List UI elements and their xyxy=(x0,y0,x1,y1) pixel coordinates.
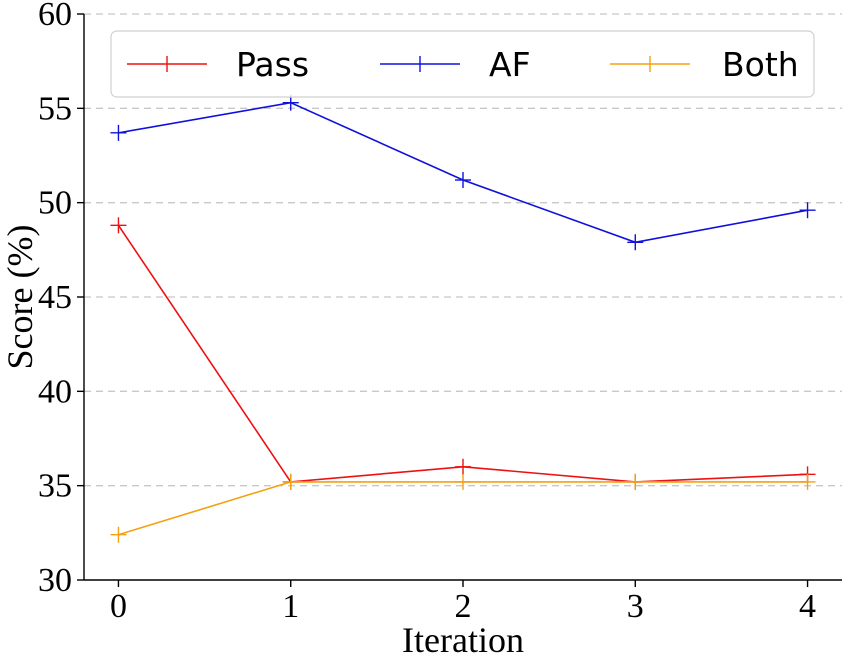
y-tick-label-50: 50 xyxy=(38,185,72,222)
data-point-af-0 xyxy=(110,124,127,141)
x-tick-label-0: 0 xyxy=(110,588,127,625)
y-tick-label-30: 30 xyxy=(38,562,72,599)
legend-label-af: AF xyxy=(489,45,531,84)
legend-label-both: Both xyxy=(722,45,799,84)
x-tick-label-4: 4 xyxy=(799,588,816,625)
legend-entry-pass: Pass xyxy=(127,45,309,84)
data-point-both-3 xyxy=(627,473,644,490)
legend-box xyxy=(110,30,815,98)
y-tick-label-60: 60 xyxy=(38,0,72,33)
series-both xyxy=(110,473,816,543)
x-tick-label-1: 1 xyxy=(282,588,299,625)
data-point-both-2 xyxy=(455,473,471,490)
data-point-both-1 xyxy=(282,473,299,490)
legend-label-pass: Pass xyxy=(236,45,309,84)
y-axis-label: Score (%) xyxy=(0,225,40,370)
legend-entry-both: Both xyxy=(610,45,799,84)
ticks: 30 35 40 45 50 55 60 0 1 2 3 4 xyxy=(38,0,816,625)
data-point-both-4 xyxy=(799,473,816,490)
data-point-pass-2 xyxy=(455,458,471,475)
series-af xyxy=(110,94,816,251)
y-tick-label-55: 55 xyxy=(38,90,72,127)
series-pass xyxy=(110,217,816,490)
data-point-af-4 xyxy=(799,202,816,219)
x-tick-label-3: 3 xyxy=(627,588,644,625)
legend-entry-af: AF xyxy=(380,45,531,84)
legend: Pass AF Both xyxy=(110,30,815,98)
y-tick-label-45: 45 xyxy=(38,279,72,316)
y-tick-label-40: 40 xyxy=(38,373,72,410)
series-line-pass xyxy=(117,224,808,483)
data-point-pass-0 xyxy=(110,217,127,234)
x-axis-label: Iteration xyxy=(402,620,524,660)
data-point-both-0 xyxy=(110,526,127,543)
y-tick-label-35: 35 xyxy=(38,468,72,505)
x-tick-label-2: 2 xyxy=(455,588,472,625)
series-layer xyxy=(110,94,816,543)
data-point-af-3 xyxy=(627,234,644,251)
data-point-af-2 xyxy=(455,172,471,189)
